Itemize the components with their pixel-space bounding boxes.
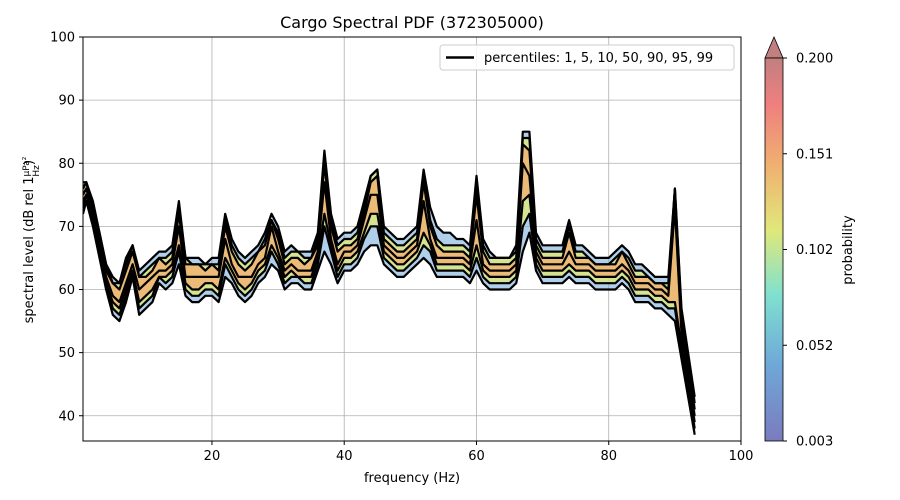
x-tick-label: 60 [468, 449, 485, 464]
y-tick-label: 80 [58, 157, 75, 172]
legend-box [439, 44, 735, 71]
x-tick-label: 40 [336, 449, 353, 464]
x-axis-ticks: 20 40 60 80 100 [204, 441, 754, 464]
x-axis-label: frequency (Hz) [364, 471, 460, 486]
colorbar-tick-label: 0.200 [796, 52, 833, 67]
y-axis-label: spectral level (dB rel 1μPa²Hz) [22, 156, 42, 323]
y-axis-label-text: spectral level (dB rel 1μPa²Hz) [22, 156, 42, 323]
y-axis-label-unit-num: μPa² [22, 156, 32, 176]
legend-label: percentiles: 1, 5, 10, 50, 90, 95, 99 [484, 51, 713, 66]
y-tick-label: 90 [58, 94, 75, 109]
x-tick-label: 100 [729, 449, 754, 464]
plot-frame [82, 36, 742, 442]
percentile-lines [83, 130, 696, 435]
legend: percentiles: 1, 5, 10, 50, 90, 95, 99 [439, 44, 735, 71]
y-axis-label-close: ) [22, 160, 37, 165]
y-tick-label: 40 [58, 409, 75, 424]
x-tick-label: 80 [600, 449, 617, 464]
y-axis-label-unit-den: Hz [32, 165, 42, 177]
percentile-line-99 [83, 130, 696, 397]
y-axis-ticks: 40 50 60 70 80 90 100 [50, 31, 83, 424]
chart-title: Cargo Spectral PDF (372305000) [280, 13, 544, 32]
percentile-line-10 [83, 193, 696, 423]
y-tick-label: 50 [58, 346, 75, 361]
colorbar-tick-label: 0.102 [796, 243, 833, 258]
colorbar-scale [764, 57, 784, 442]
y-tick-label: 70 [58, 220, 75, 235]
colorbar-tick-label: 0.151 [796, 147, 833, 162]
percentile-line-50 [83, 162, 696, 416]
y-axis-label-main: spectral level (dB rel 1 [22, 177, 37, 324]
y-tick-label: 100 [50, 31, 75, 46]
colorbar: 0.003 0.052 0.102 0.151 0.200 probability [764, 35, 856, 450]
colorbar-label: probability [841, 215, 856, 285]
colorbar-ticks: 0.003 0.052 0.102 0.151 0.200 [783, 52, 833, 450]
y-tick-label: 60 [58, 283, 75, 298]
percentile-line-1 [83, 200, 696, 435]
colorbar-tick-label: 0.003 [796, 435, 833, 450]
colorbar-tick-label: 0.052 [796, 339, 833, 354]
colorbar-extend-arrow [764, 35, 784, 59]
x-tick-label: 20 [204, 449, 221, 464]
